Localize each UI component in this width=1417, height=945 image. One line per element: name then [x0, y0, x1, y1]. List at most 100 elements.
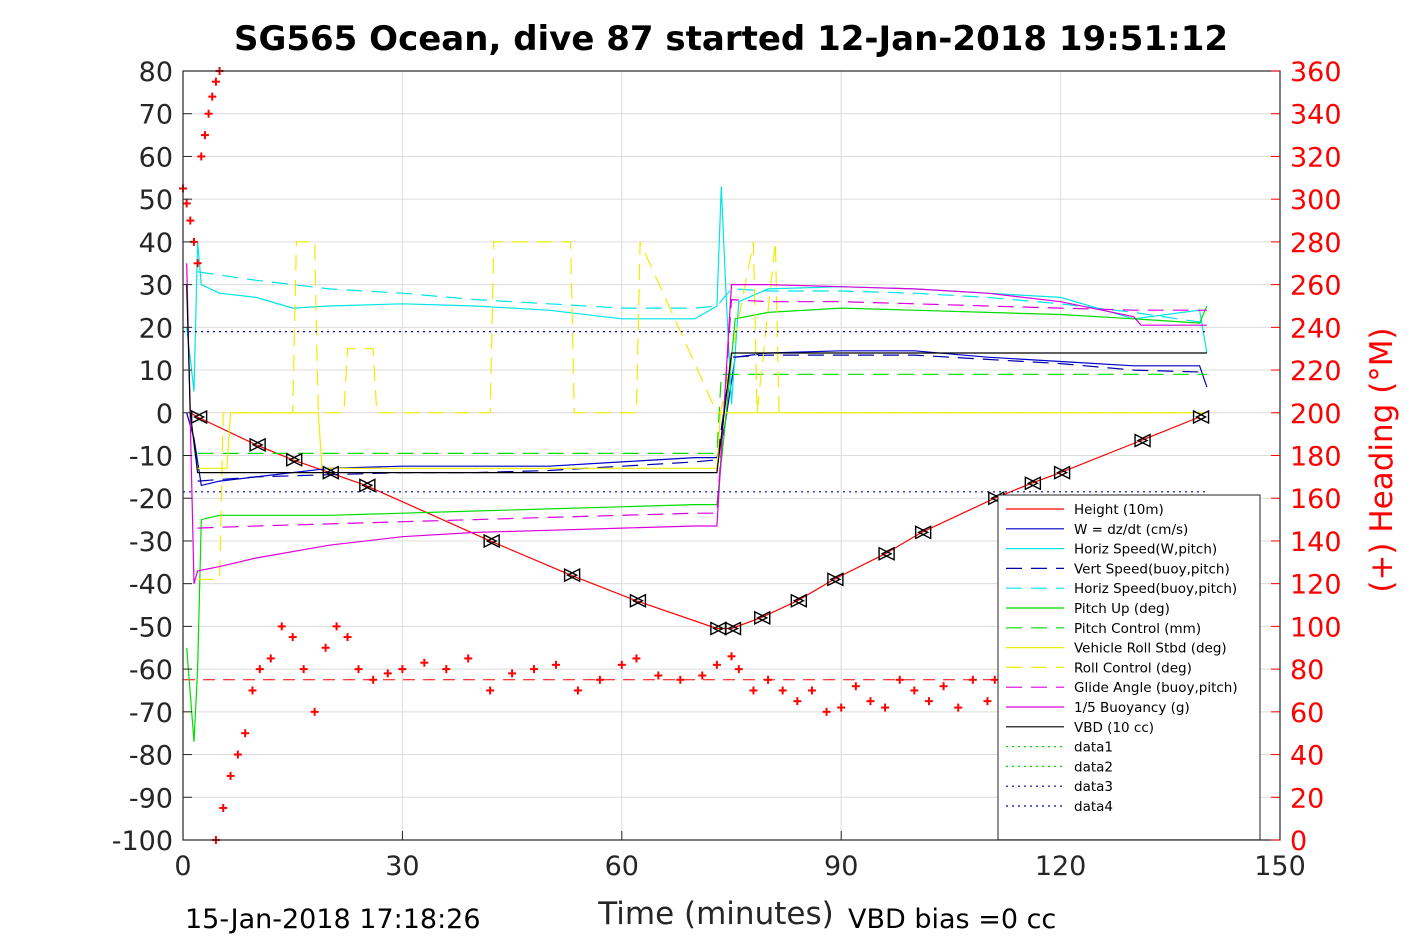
legend-label-12: data1 [1074, 740, 1113, 756]
heading-marker-56 [881, 703, 890, 712]
y-tick-label: 40 [139, 228, 173, 259]
heading-marker-36 [551, 660, 560, 669]
heading-marker-1 [182, 199, 191, 208]
legend-label-10: 1/5 Buoyancy (g) [1074, 700, 1190, 716]
heading-marker-7 [204, 109, 213, 118]
y-right-tick-label: 360 [1290, 57, 1342, 88]
legend-label-0: Height (10m) [1074, 502, 1164, 518]
height-marker-left-4 [361, 478, 376, 493]
y-tick-label: -10 [129, 442, 173, 473]
y-tick-label: 0 [156, 399, 173, 430]
heading-marker-58 [910, 686, 919, 695]
y-right-tick-label: 60 [1290, 698, 1324, 729]
y-right-tick-label: 100 [1290, 612, 1342, 643]
heading-marker-48 [764, 675, 773, 684]
height-marker-right-2 [286, 452, 301, 467]
heading-marker-61 [954, 703, 963, 712]
heading-marker-45 [727, 652, 736, 661]
legend-label-11: VBD (10 cc) [1074, 720, 1154, 736]
y-tick-label: -60 [129, 655, 173, 686]
height-marker-left-17 [1056, 465, 1071, 480]
y-right-tick-label: 80 [1290, 655, 1324, 686]
height-marker-left-9 [726, 621, 742, 636]
height-marker-right-9 [724, 621, 740, 636]
heading-marker-49 [778, 686, 787, 695]
y-right-tick-label: 40 [1290, 741, 1324, 772]
heading-marker-42 [676, 675, 685, 684]
series-line-4 [197, 271, 1207, 324]
chart-title: SG565 Ocean, dive 87 started 12-Jan-2018… [234, 19, 1228, 59]
heading-marker-15 [241, 729, 250, 738]
height-marker-left-6 [566, 567, 581, 583]
heading-marker-5 [197, 152, 206, 161]
y-tick-label: 70 [139, 100, 173, 131]
heading-marker-57 [895, 675, 904, 684]
legend-label-15: data4 [1074, 799, 1113, 815]
y-tick-label: 10 [139, 356, 173, 387]
heading-marker-55 [866, 697, 875, 706]
heading-marker-54 [851, 682, 860, 691]
legend-label-8: Roll Control (deg) [1074, 660, 1192, 676]
heading-marker-2 [186, 216, 195, 225]
heading-marker-31 [442, 665, 451, 674]
height-marker-left-12 [829, 572, 844, 587]
heading-marker-28 [383, 669, 392, 678]
height-marker-right-8 [710, 621, 725, 636]
height-marker-right-3 [322, 465, 337, 480]
y-right-tick-label: 200 [1290, 399, 1342, 430]
series-line-7 [197, 412, 1207, 469]
y-right-tick-label: 160 [1290, 484, 1342, 515]
heading-marker-20 [288, 633, 297, 642]
series-line-11 [186, 284, 1207, 474]
heading-marker-4 [193, 259, 202, 268]
y-tick-label: -90 [129, 783, 173, 814]
legend-label-13: data2 [1074, 759, 1113, 775]
heading-marker-43 [698, 671, 707, 680]
x-tick-label: 120 [1035, 851, 1087, 882]
height-marker-left-13 [880, 546, 895, 561]
heading-marker-41 [654, 671, 663, 680]
heading-marker-24 [332, 622, 341, 631]
height-marker-left-11 [792, 593, 808, 608]
heading-marker-64 [990, 675, 999, 684]
heading-marker-9 [211, 77, 220, 86]
height-marker-right-10 [754, 610, 769, 625]
heading-marker-62 [968, 675, 977, 684]
heading-marker-27 [369, 675, 378, 684]
height-marker-right-1 [249, 437, 264, 452]
heading-marker-51 [807, 686, 816, 695]
heading-marker-60 [939, 682, 948, 691]
y-tick-label: -70 [129, 698, 173, 729]
height-marker-left-14 [917, 525, 932, 540]
height-marker-right-18 [1134, 433, 1149, 448]
y-right-tick-label: 180 [1290, 442, 1342, 473]
y-tick-label: -20 [129, 484, 173, 515]
x-tick-label: 30 [385, 851, 419, 882]
y-right-tick-label: 0 [1290, 826, 1307, 857]
y-right-tick-label: 340 [1290, 100, 1342, 131]
heading-marker-6 [200, 131, 209, 140]
y-right-tick-label: 300 [1290, 185, 1342, 216]
heading-marker-35 [530, 665, 539, 674]
heading-marker-18 [266, 654, 275, 663]
heading-marker-52 [822, 707, 831, 716]
y-right-tick-label: 260 [1290, 271, 1342, 302]
y-tick-label: 80 [139, 57, 173, 88]
height-marker-right-19 [1192, 409, 1208, 425]
height-marker-left-10 [756, 610, 771, 625]
heading-marker-12 [219, 803, 228, 812]
series-layer [179, 67, 1210, 844]
height-marker-left-1 [251, 437, 266, 452]
height-marker-left-0 [193, 409, 208, 425]
height-marker-right-15 [988, 491, 1003, 506]
y-right-tick-label: 20 [1290, 783, 1324, 814]
height-marker-right-0 [190, 409, 206, 425]
heading-marker-16 [248, 686, 257, 695]
y-tick-label: 50 [139, 185, 173, 216]
legend-label-5: Pitch Up (deg) [1074, 601, 1170, 617]
heading-marker-40 [632, 654, 641, 663]
heading-marker-53 [837, 703, 846, 712]
heading-marker-22 [310, 707, 319, 716]
legend-label-7: Vehicle Roll Stbd (deg) [1074, 641, 1227, 657]
y-right-tick-label: 240 [1290, 313, 1342, 344]
